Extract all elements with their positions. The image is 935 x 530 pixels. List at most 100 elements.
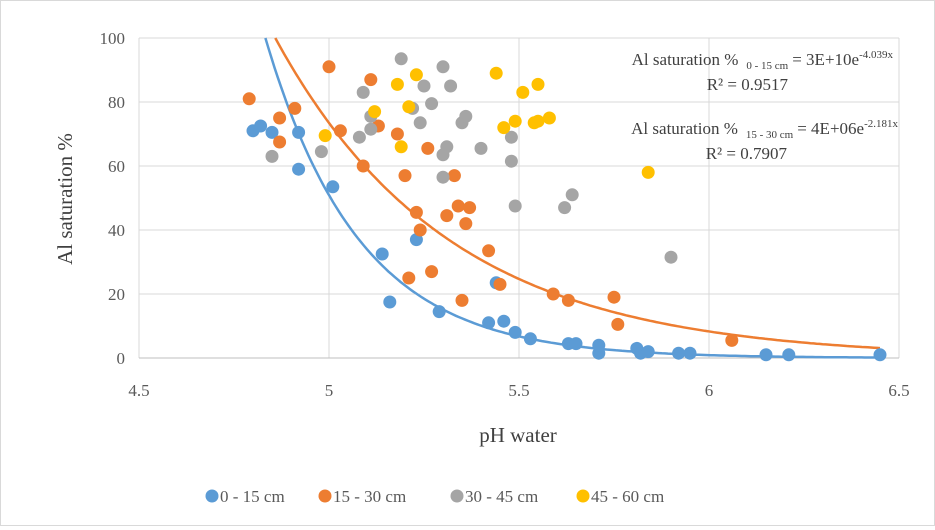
x-tick-label: 4.5 — [128, 381, 149, 400]
data-point — [425, 97, 439, 111]
x-axis-label: pH water — [479, 423, 557, 447]
data-point — [504, 130, 518, 144]
data-point — [254, 119, 268, 133]
data-point — [273, 111, 287, 125]
data-point — [368, 105, 382, 119]
data-point — [463, 201, 477, 215]
data-point — [356, 159, 370, 173]
data-point — [508, 199, 522, 213]
x-tick-label: 6 — [705, 381, 714, 400]
data-point — [497, 314, 511, 328]
data-point — [333, 124, 347, 138]
data-point — [409, 205, 423, 219]
legend: 0 - 15 cm 15 - 30 cm 30 - 45 cm 45 - 60 cm — [205, 487, 664, 506]
equation-lead: Al saturation % — [632, 50, 739, 69]
data-point — [516, 85, 530, 99]
data-point — [390, 127, 404, 141]
data-point — [759, 348, 773, 362]
data-point — [523, 332, 537, 346]
data-point — [455, 293, 469, 307]
data-point — [288, 101, 302, 115]
data-point — [508, 325, 522, 339]
data-point — [265, 149, 279, 163]
tick-labels: 0 20 40 60 80 100 4.5 5 5.5 6 6.5 — [100, 29, 910, 400]
data-point — [561, 293, 575, 307]
data-point — [322, 60, 336, 74]
data-point — [641, 345, 655, 359]
data-point — [413, 116, 427, 130]
x-tick-label: 5.5 — [508, 381, 529, 400]
equation-exponent: -2.181x — [864, 118, 898, 130]
data-point — [326, 180, 340, 194]
data-point — [273, 135, 287, 149]
r-squared-0-15: R² = 0.9517 — [707, 75, 789, 94]
data-point — [508, 114, 522, 128]
trendline-equation-0-15: Al saturation % 0 - 15 cm = 3E+10e-4.039x — [632, 49, 894, 72]
legend-marker — [205, 489, 219, 503]
data-point — [402, 271, 416, 285]
data-point — [417, 79, 431, 93]
data-point — [356, 85, 370, 99]
data-point — [314, 145, 328, 159]
data-point — [782, 348, 796, 362]
data-point — [725, 333, 739, 347]
legend-marker — [450, 489, 464, 503]
data-point — [459, 217, 473, 231]
data-point — [402, 100, 416, 114]
trendline — [274, 37, 881, 350]
data-point — [493, 277, 507, 291]
y-axis-label: Al saturation % — [53, 133, 77, 265]
data-point — [482, 244, 496, 258]
data-point — [873, 348, 887, 362]
data-point — [440, 209, 454, 223]
data-point — [592, 338, 606, 352]
data-point — [440, 140, 454, 154]
data-points — [242, 52, 887, 362]
data-point — [352, 130, 366, 144]
data-point — [421, 141, 435, 155]
y-tick-label: 60 — [108, 157, 125, 176]
data-point — [489, 66, 503, 80]
data-point — [474, 141, 488, 155]
equation-exponent: -4.039x — [859, 49, 893, 61]
data-point — [459, 109, 473, 123]
data-point — [432, 305, 446, 319]
legend-label: 0 - 15 cm — [220, 487, 285, 506]
data-point — [413, 223, 427, 237]
data-point — [531, 77, 545, 91]
trendline-equation-15-30: Al saturation % 15 - 30 cm = 4E+06e-2.181x — [631, 118, 898, 141]
data-point — [569, 337, 583, 351]
data-point — [398, 169, 412, 183]
data-point — [444, 79, 458, 93]
data-point — [546, 287, 560, 301]
y-tick-label: 40 — [108, 221, 125, 240]
data-point — [390, 77, 404, 91]
data-point — [436, 170, 450, 184]
data-point — [683, 346, 697, 360]
legend-marker — [318, 489, 332, 503]
data-point — [318, 129, 332, 143]
data-point — [664, 250, 678, 264]
data-point — [542, 111, 556, 125]
data-point — [482, 316, 496, 330]
equation-body: = 4E+06e — [797, 119, 864, 138]
y-tick-label: 80 — [108, 93, 125, 112]
x-tick-label: 6.5 — [888, 381, 909, 400]
data-point — [425, 265, 439, 279]
y-tick-label: 0 — [117, 349, 126, 368]
data-point — [364, 73, 378, 87]
data-point — [292, 125, 306, 139]
data-point — [497, 121, 511, 135]
equation-subscript: 0 - 15 cm — [746, 60, 788, 72]
x-tick-label: 5 — [325, 381, 334, 400]
y-tick-label: 20 — [108, 285, 125, 304]
data-point — [531, 114, 545, 128]
data-point — [436, 60, 450, 74]
data-point — [265, 125, 279, 139]
equation-subscript: 15 - 30 cm — [746, 129, 794, 141]
r-squared-15-30: R² = 0.7907 — [706, 144, 788, 163]
data-point — [447, 169, 461, 183]
data-point — [409, 68, 423, 82]
